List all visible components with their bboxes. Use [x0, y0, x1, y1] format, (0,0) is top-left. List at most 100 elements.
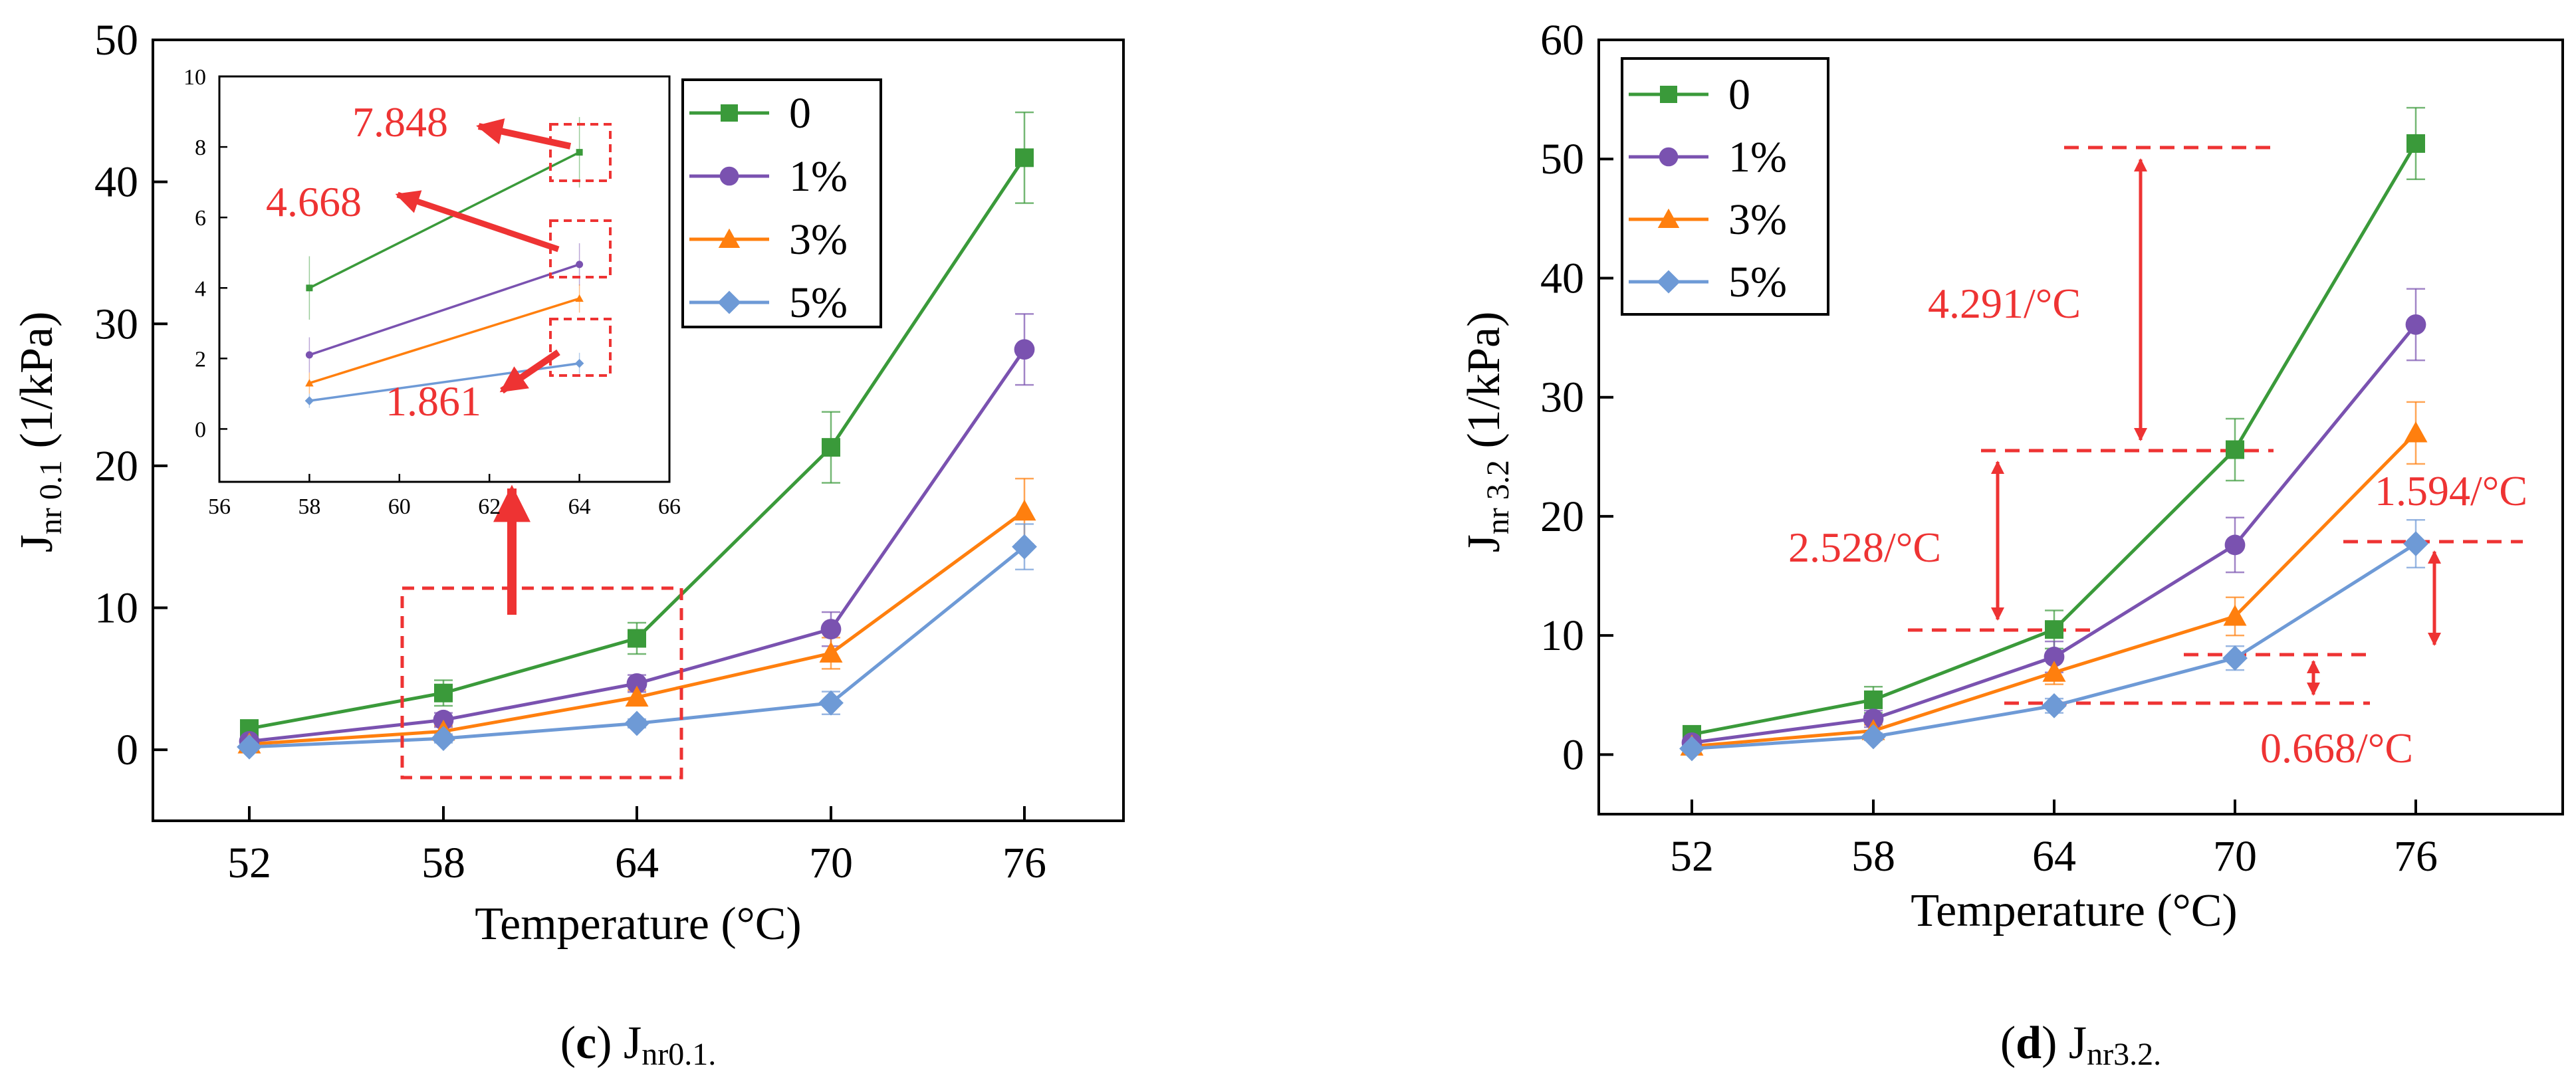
- chart-panel-d: 0 10 20 30 40 50 60 52 58 64 70 76 4.291/°C 2.528/…: [1459, 16, 2564, 1072]
- inset-y-tick-label-10: 10: [183, 65, 206, 90]
- y-tick-label-0: 0: [1562, 730, 1584, 779]
- x-tick-label-58: 58: [1851, 832, 1895, 881]
- data-point-0-64: [2045, 620, 2063, 639]
- data-point-3%-76: [1012, 499, 1036, 521]
- legend-label-3%: 3%: [1728, 195, 1787, 244]
- legend-label-0: 0: [789, 89, 811, 138]
- legend-label-0: 0: [1728, 70, 1750, 119]
- data-point-1%-58: [1863, 708, 1884, 730]
- y-tick-label-0: 0: [116, 726, 138, 774]
- data-point-5%-58: [1861, 724, 1886, 750]
- inset-frame: [218, 75, 671, 483]
- inset-point-5%-64: [574, 358, 584, 368]
- inset-y-tick-label-2: 2: [195, 347, 206, 372]
- annotation-arrow-2: [499, 349, 560, 394]
- legend-label-3%: 3%: [789, 215, 848, 264]
- rate-label-3: 1.594/°C: [2375, 467, 2527, 514]
- legend-marker-5%: [1657, 270, 1681, 294]
- y-tick-label-50: 50: [1540, 135, 1584, 183]
- data-point-3%-64: [625, 685, 649, 707]
- y-tick-label-20: 20: [1540, 492, 1584, 541]
- inset-y-tick-label-6: 6: [195, 206, 206, 231]
- annotation-arrow-0: [476, 118, 572, 150]
- chart-panel-c: 0 10 20 30 40 50 52 58 64 70 76 0 2 4 6 8 10 56 58 60 62 6…: [11, 16, 1125, 1072]
- data-point-5%-58: [431, 726, 456, 751]
- data-point-5%-64: [624, 710, 649, 736]
- caption-c: (c) Jnr0.1.: [560, 1018, 716, 1072]
- x-axis-d: 52 58 64 70 76: [1670, 800, 2438, 881]
- y-axis-title-d: Jnr 3.2 (1/kPa): [1459, 312, 1516, 553]
- legend-label-5%: 5%: [1728, 258, 1787, 306]
- x-axis-title-d: Temperature (°C): [1911, 885, 2237, 936]
- data-point-5%-52: [1679, 736, 1704, 762]
- x-tick-label-76: 76: [2394, 832, 2438, 881]
- data-point-5%-76: [2403, 531, 2428, 557]
- inset-x-tick-label-64: 64: [568, 494, 591, 519]
- x-tick-label-58: 58: [421, 839, 465, 887]
- data-point-5%-76: [1012, 534, 1037, 560]
- legend-frame-c: [681, 78, 882, 328]
- data-point-1%-64: [2044, 647, 2065, 667]
- data-point-3%-76: [2404, 421, 2428, 443]
- y-tick-label-30: 30: [94, 300, 138, 348]
- y-tick-label-20: 20: [94, 442, 138, 490]
- data-point-1%-64: [626, 673, 647, 694]
- inset-chart: 0 2 4 6 8 10 56 58 60 62 64 66 7.848 4.668 1.861: [183, 65, 681, 519]
- caption-d: (d) Jnr3.2.: [2000, 1018, 2161, 1072]
- x-axis-title-c: Temperature (°C): [475, 899, 801, 950]
- legend-frame-d: [1621, 57, 1829, 316]
- data-point-0-76: [1015, 148, 1034, 167]
- inset-x-tick-label-60: 60: [388, 494, 411, 519]
- y-tick-label-40: 40: [1540, 254, 1584, 302]
- data-point-5%-52: [237, 734, 262, 760]
- inset-series-line-1%: [308, 263, 580, 356]
- y-axis-title-c: Jnr 0.1 (1/kPa): [11, 312, 68, 553]
- legend-label-1%: 1%: [1728, 133, 1787, 181]
- data-point-3%-70: [819, 641, 843, 663]
- inset-x-tick-label-56: 56: [208, 494, 231, 519]
- inset-point-0-64: [576, 149, 583, 156]
- legend-marker-0: [721, 104, 738, 122]
- inset-series-lines: [304, 149, 584, 405]
- series-markers-c: [237, 148, 1037, 760]
- data-point-1%-76: [2405, 314, 2426, 335]
- series-markers-d: [1679, 134, 2428, 762]
- data-point-1%-70: [820, 619, 842, 639]
- annotation-1861: 1.861: [386, 377, 481, 425]
- inset-y-tick-label-8: 8: [195, 136, 206, 160]
- inset-point-5%-58: [304, 396, 314, 405]
- legend-label-1%: 1%: [789, 152, 848, 201]
- legend-d: 0 1% 3% 5%: [1621, 57, 1829, 316]
- x-axis-c: 52 58 64 70 76: [227, 806, 1046, 887]
- data-point-0-70: [2226, 440, 2244, 459]
- inset-y-tick-label-4: 4: [195, 276, 206, 301]
- data-point-1%-76: [1014, 339, 1035, 360]
- y-tick-label-30: 30: [1540, 374, 1584, 422]
- zoom-region-box: [400, 586, 683, 780]
- y-tick-label-40: 40: [94, 158, 138, 207]
- y-tick-label-10: 10: [1540, 611, 1584, 660]
- inset-x-tick-label-62: 62: [478, 494, 501, 519]
- legend-c: 0 1% 3% 5%: [681, 78, 882, 328]
- data-point-1%-70: [2224, 534, 2246, 556]
- rate-label-2: 2.528/°C: [1788, 524, 1941, 571]
- inset-point-0-58: [306, 284, 313, 292]
- annotation-4668: 4.668: [266, 178, 362, 225]
- y-axis-d: 0 10 20 30 40 50 60: [1540, 16, 1613, 779]
- x-tick-label-70: 70: [809, 839, 853, 887]
- x-tick-label-64: 64: [2032, 832, 2076, 881]
- inset-series-line-3%: [308, 297, 580, 385]
- legend-marker-3%: [718, 228, 741, 248]
- data-point-5%-64: [2042, 693, 2067, 718]
- data-point-3%-64: [2042, 661, 2066, 682]
- rate-annotations-d: 4.291/°C 2.528/°C 1.594/°C 0.668/°C: [1788, 146, 2527, 772]
- legend-marker-1%: [1659, 147, 1679, 167]
- x-tick-label-76: 76: [1002, 839, 1046, 887]
- data-point-0-58: [434, 683, 453, 702]
- legend-marker-1%: [719, 166, 739, 186]
- data-point-5%-70: [2222, 645, 2248, 671]
- rate-label-4: 0.668/°C: [2260, 724, 2413, 772]
- y-tick-label-60: 60: [1540, 16, 1584, 64]
- inset-x-tick-label-58: 58: [298, 494, 320, 519]
